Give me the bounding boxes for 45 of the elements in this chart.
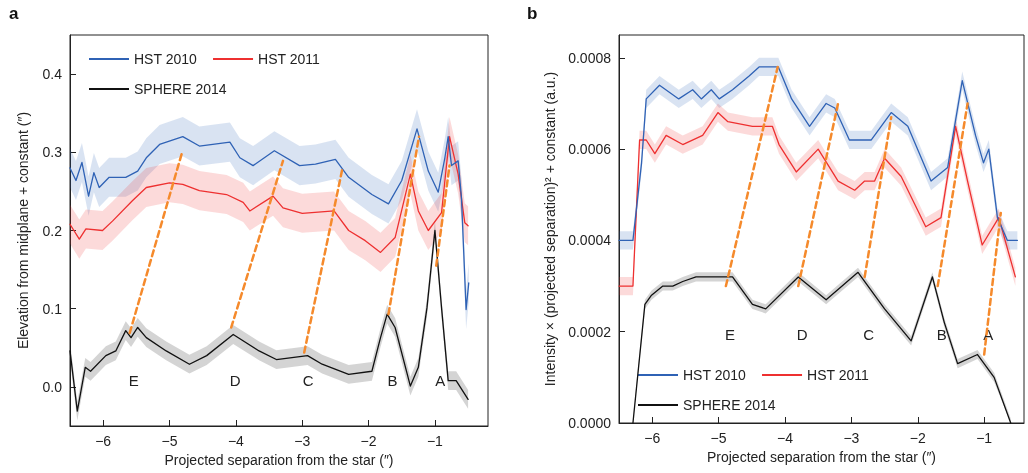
y-tick-label: 0.2 xyxy=(42,222,63,239)
x-tick-label: −1 xyxy=(976,430,993,446)
annotation: B xyxy=(387,372,398,390)
annotation: C xyxy=(863,325,875,343)
x-tick-label: −5 xyxy=(710,430,727,446)
annotation: D xyxy=(796,325,808,343)
x-tick-label: −2 xyxy=(909,430,926,446)
chart-title: b xyxy=(527,4,538,23)
x-tick-label: −5 xyxy=(161,433,178,449)
annotation: C xyxy=(302,372,314,390)
line-series xyxy=(69,128,470,311)
chart-title: a xyxy=(9,4,19,23)
annotation: E xyxy=(128,372,139,390)
y-axis-title: Elevation from midplane + constant (″) xyxy=(15,111,31,350)
y-tick-label: 0.3 xyxy=(42,144,63,161)
x-tick-label: −6 xyxy=(644,430,661,446)
x-tick-label: −6 xyxy=(95,433,112,449)
legend-label: SPHERE 2014 xyxy=(134,81,227,97)
legend-label: HST 2011 xyxy=(258,51,320,67)
annotation: B xyxy=(936,325,947,343)
annotation: A xyxy=(435,372,446,390)
y-tick-label: 0.0008 xyxy=(568,49,612,66)
y-tick-label: 0.0 xyxy=(42,378,63,395)
x-tick-label: −4 xyxy=(777,430,794,446)
y-tick-label: 0.4 xyxy=(42,66,63,83)
y-axis-title: Intensity × (projected separation)² + constant (a.u.) xyxy=(542,71,558,387)
x-tick-label: −4 xyxy=(227,433,245,449)
y-tick-label: 0.0004 xyxy=(568,232,612,249)
x-tick-label: −2 xyxy=(360,433,377,449)
legend-label: HST 2010 xyxy=(134,51,197,67)
y-tick-label: 0.0000 xyxy=(568,415,612,431)
legend-label: HST 2011 xyxy=(807,367,869,383)
legend-label: HST 2010 xyxy=(683,367,746,383)
x-axis-title: Projected separation from the star (″) xyxy=(164,451,394,468)
y-tick-label: 0.1 xyxy=(42,300,63,317)
x-tick-label: −3 xyxy=(843,430,860,446)
x-tick-label: −1 xyxy=(426,433,444,449)
x-tick-label: −3 xyxy=(294,433,311,449)
annotation: E xyxy=(724,325,735,343)
x-axis-title: Projected separation from the star (″) xyxy=(706,448,937,465)
legend-label: SPHERE 2014 xyxy=(683,397,776,413)
y-tick-label: 0.0006 xyxy=(568,141,612,158)
annotation: D xyxy=(229,372,241,390)
y-tick-label: 0.0002 xyxy=(568,323,612,340)
line-series xyxy=(69,136,469,254)
